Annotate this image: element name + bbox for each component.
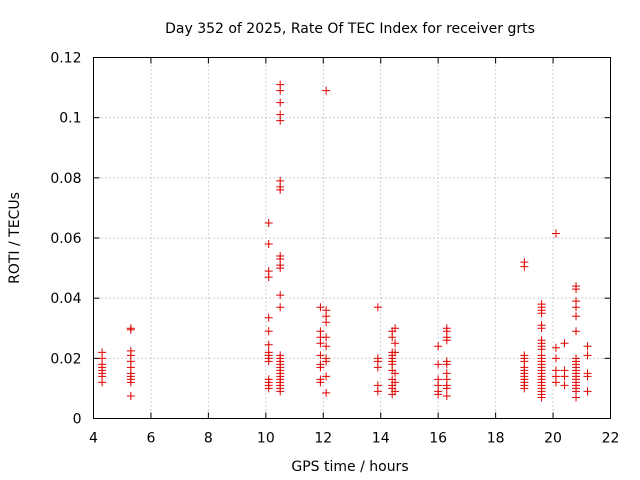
data-point [264, 218, 273, 227]
x-tick-label: 12 [314, 431, 332, 447]
data-point [276, 291, 285, 300]
data-point [264, 273, 273, 282]
data-point [442, 336, 451, 345]
data-point [316, 378, 325, 387]
data-point [520, 262, 529, 271]
data-point [520, 384, 529, 393]
data-point [551, 343, 560, 352]
data-point [264, 313, 273, 322]
data-point [442, 384, 451, 393]
data-point [391, 324, 400, 333]
data-point [572, 312, 581, 321]
x-tick-label: 6 [146, 431, 155, 447]
data-point [316, 363, 325, 372]
data-point [276, 264, 285, 273]
data-point [126, 391, 135, 400]
x-tick-label: 8 [204, 431, 213, 447]
data-point [442, 391, 451, 400]
data-point [316, 351, 325, 360]
data-point [373, 303, 382, 312]
y-tick-label: 0.04 [50, 291, 81, 307]
data-point [264, 240, 273, 249]
x-tick-labels: 4 6 8 10 12 14 16 18 20 22 [89, 431, 619, 447]
data-point [264, 327, 273, 336]
data-point [322, 333, 331, 342]
data-point [583, 351, 592, 360]
data-point [560, 381, 569, 390]
x-tick-label: 14 [372, 431, 390, 447]
y-tick-labels: 0 0.02 0.04 0.06 0.08 0.1 0.12 [50, 51, 81, 428]
data-point [322, 388, 331, 397]
data-point [316, 303, 325, 312]
x-axis-label: GPS time / hours [291, 459, 408, 475]
y-tick-label: 0.08 [50, 171, 81, 187]
data-point [276, 303, 285, 312]
data-point [583, 342, 592, 351]
data-point [551, 354, 560, 363]
data-point [98, 378, 107, 387]
data-point [322, 372, 331, 381]
y-tick-label: 0.06 [50, 231, 81, 247]
data-point [264, 357, 273, 366]
x-tick-label: 4 [89, 431, 98, 447]
data-point [264, 340, 273, 349]
data-point [316, 339, 325, 348]
data-point [322, 318, 331, 327]
data-point [276, 86, 285, 95]
data-point [391, 348, 400, 357]
data-point [373, 363, 382, 372]
data-point [276, 116, 285, 125]
data-point [560, 339, 569, 348]
data-point [322, 86, 331, 95]
y-tick-label: 0.02 [50, 351, 81, 367]
data-point [276, 185, 285, 194]
x-tick-label: 22 [602, 431, 620, 447]
data-point [572, 393, 581, 402]
data-point [391, 369, 400, 378]
data-point [537, 393, 546, 402]
data-point [391, 378, 400, 387]
data-point [434, 390, 443, 399]
data-point [276, 98, 285, 107]
data-point [537, 309, 546, 318]
data-point [126, 378, 135, 387]
data-point [391, 387, 400, 396]
data-point [434, 342, 443, 351]
plot-frame [93, 57, 611, 419]
chart-title: Day 352 of 2025, Rate Of TEC Index for r… [165, 21, 535, 37]
data-point [126, 325, 135, 334]
data-point [572, 285, 581, 294]
data-point [388, 333, 397, 342]
y-tick-label: 0.12 [50, 51, 81, 67]
data-point [373, 387, 382, 396]
x-tick-label: 16 [429, 431, 447, 447]
data-point [560, 372, 569, 381]
y-tick-label: 0 [73, 412, 82, 428]
y-axis-label: ROTI / TECUs [7, 192, 23, 284]
x-tick-label: 20 [544, 431, 562, 447]
data-point [583, 372, 592, 381]
data-point [322, 357, 331, 366]
data-point [551, 229, 560, 238]
grid-lines [93, 57, 611, 419]
data-point [572, 303, 581, 312]
data-point [322, 342, 331, 351]
x-tick-label: 18 [487, 431, 505, 447]
data-point [583, 387, 592, 396]
axis-ticks [93, 57, 611, 419]
data-point [276, 387, 285, 396]
data-point [572, 327, 581, 336]
data-point [434, 360, 443, 369]
data-points [98, 80, 592, 402]
data-point [551, 378, 560, 387]
x-tick-label: 10 [257, 431, 275, 447]
y-tick-label: 0.1 [59, 111, 81, 127]
data-point [391, 339, 400, 348]
data-point [442, 360, 451, 369]
data-point [537, 324, 546, 333]
data-point [264, 384, 273, 393]
